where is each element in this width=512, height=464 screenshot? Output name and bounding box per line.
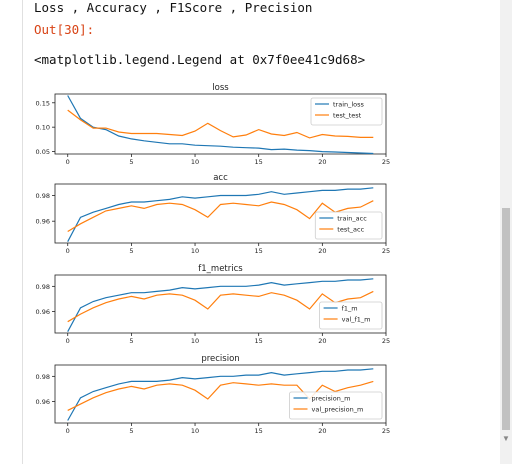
y-tick-label: 0.96 <box>36 398 50 406</box>
chart-axes-frame <box>54 93 387 155</box>
x-tick-label: 25 <box>382 427 390 435</box>
chart-title-acc: acc <box>213 173 228 183</box>
x-tick-label: 20 <box>318 337 326 345</box>
chart-axes-frame <box>54 274 387 334</box>
scrollbar-thumb[interactable] <box>502 208 510 430</box>
series-line-train-loss <box>67 95 374 155</box>
legend-label: test_test <box>333 112 362 120</box>
legend-label: test_acc <box>337 226 364 234</box>
x-tick-label: 10 <box>191 337 199 345</box>
chart-title-loss: loss <box>212 83 229 93</box>
legend-box <box>319 301 383 330</box>
x-tick-label: 5 <box>129 158 133 166</box>
x-tick-label: 15 <box>255 158 263 166</box>
series-line-val-f1-m <box>67 290 374 323</box>
series-line-test-test <box>67 109 374 139</box>
markdown-heading-text: Loss , Accuracy , F1Score , Precision <box>34 0 313 15</box>
matplotlib-figure: loss 0.15 0.10 0.05 0 5 10 15 20 25 train_losstest… <box>36 83 391 435</box>
legend-box <box>289 391 383 420</box>
x-tick-label: 15 <box>255 247 263 255</box>
chart-axes-frame <box>54 183 387 244</box>
x-tick-label: 15 <box>255 427 263 435</box>
chart-axes-frame <box>54 364 387 424</box>
series-line-precision-m <box>67 368 374 421</box>
x-tick-label: 0 <box>66 427 70 435</box>
series-line-val-precision-m <box>67 380 374 411</box>
x-tick-label: 15 <box>255 337 263 345</box>
legend-label: train_loss <box>333 101 365 109</box>
legend-label: f1_m <box>342 305 358 313</box>
x-tick-label: 10 <box>191 158 199 166</box>
x-tick-label: 25 <box>382 247 390 255</box>
y-tick-label: 0.96 <box>36 308 50 316</box>
legend-box <box>314 211 383 240</box>
x-tick-label: 20 <box>318 427 326 435</box>
y-tick-label: 0.98 <box>36 192 50 200</box>
output-repr-text: <matplotlib.legend.Legend at 0x7f0ee41c9… <box>34 52 366 67</box>
chart-title-precision: precision <box>201 354 239 364</box>
x-tick-label: 20 <box>318 247 326 255</box>
series-line-test-acc <box>67 200 374 233</box>
x-tick-label: 0 <box>66 247 70 255</box>
x-tick-label: 10 <box>191 427 199 435</box>
x-tick-label: 5 <box>129 337 133 345</box>
legend-box <box>310 97 383 126</box>
series-line-train-acc <box>67 187 374 242</box>
x-tick-label: 5 <box>129 427 133 435</box>
x-tick-label: 10 <box>191 247 199 255</box>
x-tick-label: 0 <box>66 158 70 166</box>
y-tick-label: 0.98 <box>36 373 50 381</box>
notebook-output-area: Loss , Accuracy , F1Score , Precision Ou… <box>22 0 391 464</box>
x-tick-label: 0 <box>66 337 70 345</box>
y-tick-label: 0.05 <box>36 148 50 156</box>
chart-title-f1-metrics: f1_metrics <box>198 264 243 274</box>
out-prompt: Out[30]: <box>34 22 95 37</box>
y-tick-label: 0.96 <box>36 218 50 226</box>
y-tick-label: 0.15 <box>36 99 50 107</box>
x-tick-label: 20 <box>318 158 326 166</box>
series-line-f1-m <box>67 278 374 332</box>
legend-label: train_acc <box>337 215 367 223</box>
scroll-down-arrow-icon[interactable]: ▼ <box>502 434 510 443</box>
x-tick-label: 5 <box>129 247 133 255</box>
y-tick-label: 0.98 <box>36 283 50 291</box>
x-tick-label: 25 <box>382 337 390 345</box>
legend-label: val_f1_m <box>342 316 371 324</box>
y-tick-label: 0.10 <box>36 124 50 132</box>
x-tick-label: 25 <box>382 158 390 166</box>
cell-left-border <box>22 0 23 464</box>
legend-label: precision_m <box>312 395 351 403</box>
legend-label: val_precision_m <box>312 406 364 414</box>
